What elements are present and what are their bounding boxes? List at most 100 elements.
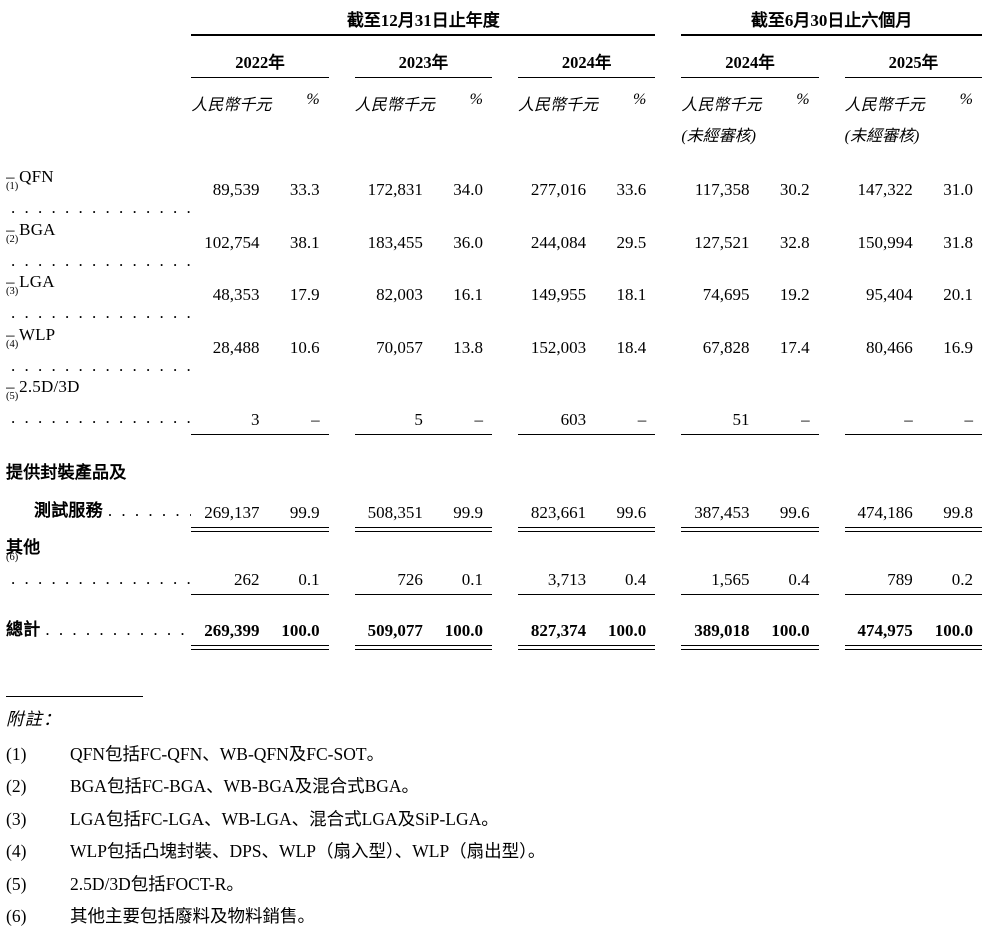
percent-cell: 0.1 [261, 537, 329, 600]
table-row-bga: – BGA(2). . . . . . . . . . . . . . . . … [6, 219, 982, 272]
amount-cell: 244,084 [530, 232, 587, 252]
table-row-wlp: – WLP(4). . . . . . . . . . . . . . . . … [6, 324, 982, 377]
unit-label: 人民幣千元 (未經審核) [681, 97, 762, 145]
amount-cell: 1,565 [681, 537, 752, 600]
footnote-text: BGA包括FC-BGA、WB-BGA及混合式BGA。 [70, 776, 420, 797]
percent-label: % [632, 91, 647, 108]
amount-cell: 269,399 [191, 599, 262, 656]
dot-leader: . . . . . . . . . . . . . . . . . . . . [11, 303, 191, 323]
dot-leader: . . . . . . . . . . . . . . . . . . . . [11, 408, 191, 428]
unaudited-label: (未經審核) [844, 128, 920, 145]
footnote-item: (4) WLP包括凸塊封裝、DPS、WLP（扇入型）、WLP（扇出型）。 [6, 840, 1000, 862]
percent-cell: 17.9 [289, 285, 320, 305]
row-label: 其他(6). . . . . . . . . . . . . . . . . .… [6, 537, 191, 600]
percent-cell: 33.3 [289, 180, 320, 200]
footnote-text: WLP包括凸塊封裝、DPS、WLP（扇入型）、WLP（扇出型）。 [70, 841, 546, 862]
table-row-total: 總計. . . . . . . . . . . . . . . . . . . … [6, 599, 983, 656]
table-row-testing-services: 測試服務. . . . . . . . . . . . . . . . . . … [6, 484, 983, 537]
footnote-item: (5) 2.5D/3D包括FOCT-R。 [6, 873, 1000, 895]
spacer [329, 36, 355, 78]
percent-cell: 29.5 [616, 232, 647, 252]
percent-cell: 100.0 [261, 599, 329, 656]
footnote-item: (1) QFN包括FC-QFN、WB-QFN及FC-SOT。 [6, 743, 1000, 765]
spacer [655, 36, 681, 78]
year-header-2023: 2023年 [354, 36, 492, 78]
unit-label: 人民幣千元 [354, 97, 435, 114]
year-header-2024: 2024年 [518, 36, 656, 78]
amount-cell: 603 [518, 376, 589, 438]
amount-cell: 389,018 [681, 599, 752, 656]
dot-leader: . . . . . . . . . . . . . . . . . . . . [45, 619, 191, 639]
row-label: 提供封裝產品及 [6, 463, 127, 483]
percent-cell: 18.4 [616, 337, 647, 357]
amount-cell: 51 [681, 376, 752, 438]
footnotes-divider [6, 696, 143, 697]
footnote-text: LGA包括FC-LGA、WB-LGA、混合式LGA及SiP-LGA。 [70, 808, 499, 829]
amount-cell: – [844, 376, 915, 438]
percent-cell: 0.1 [424, 537, 492, 600]
percent-cell: – [261, 376, 329, 438]
percent-cell: 99.8 [914, 484, 983, 537]
amount-cell: 152,003 [530, 337, 587, 357]
spacer [655, 6, 681, 36]
amount-cell: 827,374 [518, 599, 589, 656]
amount-cell: 70,057 [376, 337, 423, 357]
amount-cell: 387,453 [681, 484, 752, 537]
amount-cell: 5 [354, 376, 425, 438]
year-header-2025-interim: 2025年 [844, 36, 982, 78]
footnote-number: (2) [6, 776, 27, 797]
spacer [819, 36, 845, 78]
amount-cell: 172,831 [367, 180, 423, 200]
amount-cell: 127,521 [694, 232, 750, 252]
percent-cell: 13.8 [453, 337, 483, 357]
amount-cell: 277,016 [530, 180, 587, 200]
unaudited-label: (未經審核) [681, 128, 756, 145]
percent-cell: 34.0 [453, 180, 483, 200]
amount-cell: 147,322 [857, 180, 913, 200]
period-header-annual: 截至12月31日止年度 [191, 6, 656, 36]
table-row-lga: – LGA(3). . . . . . . . . . . . . . . . … [6, 271, 982, 324]
period-header-interim: 截至6月30日止六個月 [681, 6, 982, 36]
table-row-others: 其他(6). . . . . . . . . . . . . . . . . .… [6, 537, 982, 600]
table-row-qfn: – QFN(1). . . . . . . . . . . . . . . . … [6, 166, 982, 219]
footnote-text: 其他主要包括廢料及物料銷售。 [70, 905, 315, 926]
dot-leader: . . . . . . . . . . . . . . . . . . . . [11, 250, 191, 270]
percent-cell: 99.6 [588, 484, 656, 537]
percent-cell: 100.0 [588, 599, 656, 656]
footnote-number: (5) [6, 873, 27, 894]
footnote-item: (6) 其他主要包括廢料及物料銷售。 [6, 905, 1000, 927]
percent-cell: 30.2 [779, 180, 810, 200]
empty-corner [6, 6, 191, 36]
amount-cell: 726 [354, 537, 425, 600]
amount-cell: 269,137 [191, 484, 262, 537]
percent-cell: 0.4 [588, 537, 656, 600]
amount-cell: 509,077 [354, 599, 425, 656]
percent-cell: 32.8 [779, 232, 810, 252]
dot-leader: . . . . . . . . . . . . . . . . . . . . [11, 355, 191, 375]
percent-cell: 10.6 [289, 337, 320, 357]
unit-label: 人民幣千元 [518, 97, 599, 114]
row-label: – QFN(1). . . . . . . . . . . . . . . . … [6, 166, 191, 219]
percent-cell: 19.2 [779, 285, 810, 305]
row-label: – BGA(2). . . . . . . . . . . . . . . . … [6, 219, 191, 272]
amount-cell: 28,488 [212, 337, 260, 357]
percent-cell: 16.9 [943, 337, 973, 357]
unit-label: 人民幣千元 [191, 97, 272, 114]
period-header-row: 截至12月31日止年度 截至6月30日止六個月 [6, 6, 982, 36]
amount-cell: 95,404 [866, 285, 913, 305]
amount-cell: 474,975 [844, 599, 915, 656]
percent-cell: – [751, 376, 819, 438]
amount-cell: 89,539 [212, 180, 260, 200]
amount-cell: 262 [191, 537, 262, 600]
amount-cell: 3 [191, 376, 262, 438]
table-row-25d3d: – 2.5D/3D(5). . . . . . . . . . . . . . … [6, 376, 982, 438]
amount-cell: 149,955 [530, 285, 587, 305]
footnote-text: QFN包括FC-QFN、WB-QFN及FC-SOT。 [70, 744, 385, 764]
dot-leader: . . . . . . . . . . . . . . . . . . . . [11, 568, 191, 588]
amount-cell: 789 [844, 537, 915, 600]
year-header-row: 2022年 2023年 2024年 2024年 2025年 [6, 36, 982, 78]
footnote-number: (1) [6, 744, 27, 764]
percent-cell: 33.6 [616, 180, 647, 200]
percent-cell: – [424, 376, 492, 438]
